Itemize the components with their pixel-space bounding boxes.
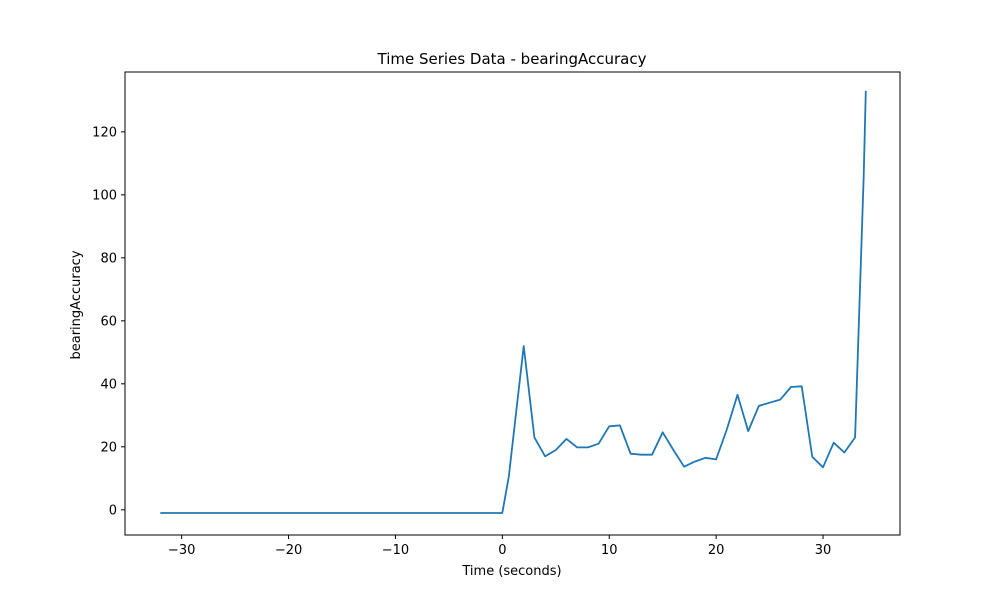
axes-frame [124, 71, 901, 536]
x-tick-label: 10 [601, 543, 618, 558]
plot-area: −30 −20 −10 0 10 20 30 0 20 40 60 80 100 120 [92, 71, 901, 558]
chart-title: Time Series Data - bearingAccuracy [377, 50, 647, 68]
y-tick-label: 0 [109, 503, 117, 518]
y-axis-title: bearingAccuracy [69, 250, 84, 359]
y-tick-label: 20 [100, 440, 117, 455]
y-tick-label: 120 [92, 125, 117, 140]
y-tick-label: 100 [92, 188, 117, 203]
y-tick-label: 60 [100, 314, 117, 329]
series-line [160, 90, 867, 514]
x-tick-label: −20 [275, 543, 302, 558]
x-axis-title: Time (seconds) [461, 564, 561, 579]
x-tick-label: −30 [168, 543, 195, 558]
x-tick-label: −10 [382, 543, 409, 558]
y-tick-label: 40 [100, 377, 117, 392]
x-tick-label: 30 [815, 543, 832, 558]
x-tick-label: 0 [498, 543, 506, 558]
x-tick-label: 20 [708, 543, 725, 558]
y-tick-label: 80 [100, 251, 117, 266]
